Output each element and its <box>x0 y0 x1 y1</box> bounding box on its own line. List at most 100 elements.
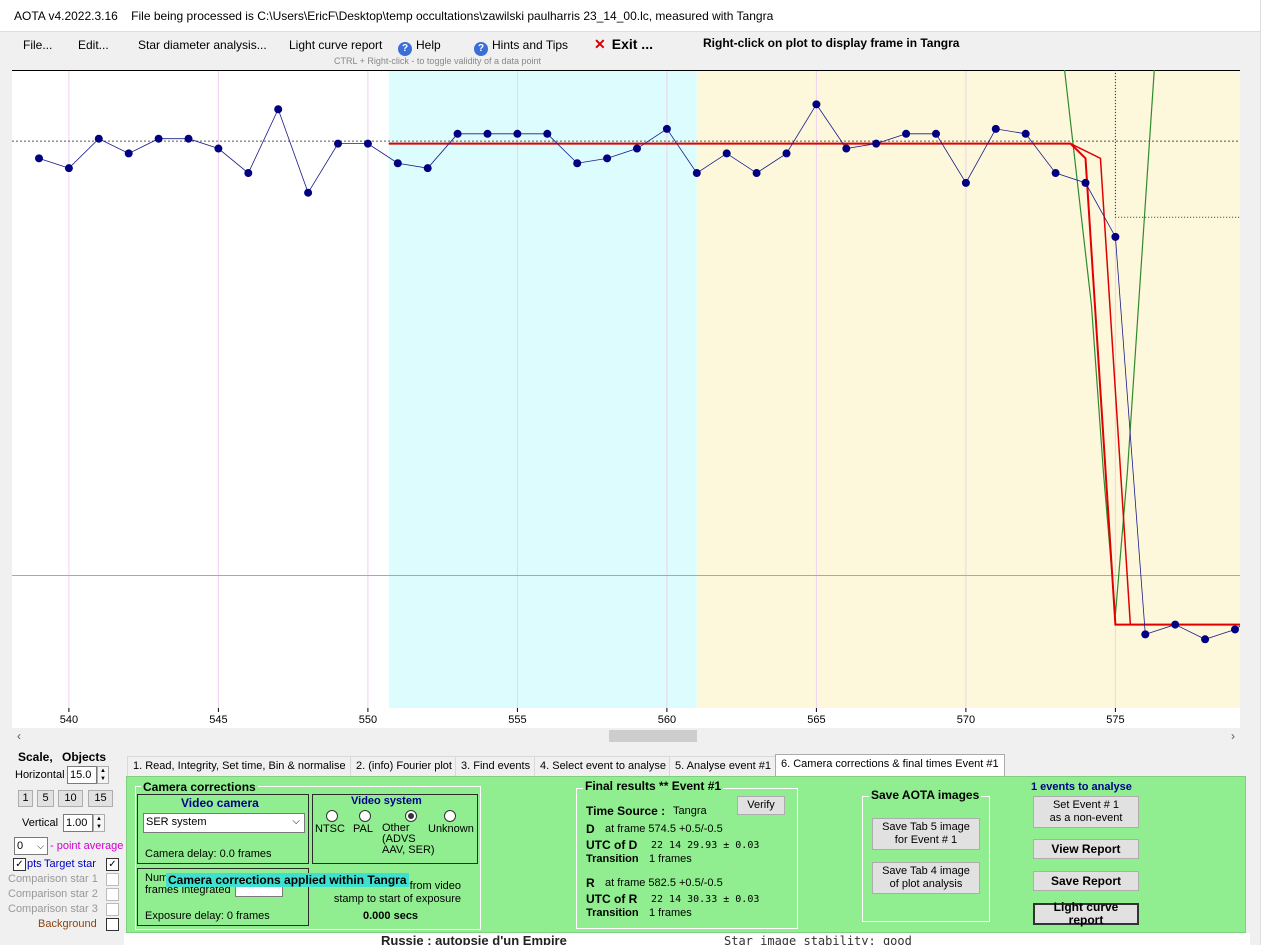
scale-preset-5[interactable]: 5 <box>37 790 54 807</box>
background-log-text: Star image stability: good <box>724 934 912 945</box>
ctrl-right-click-hint: CTRL + Right-click - to toggle validity … <box>334 56 542 66</box>
data-point <box>214 144 223 153</box>
d-label: D <box>586 822 595 836</box>
view-report-button[interactable]: View Report <box>1033 839 1139 859</box>
tab-fourier-plot[interactable]: 2. (info) Fourier plot <box>350 756 458 776</box>
camera-select[interactable]: SER system ⌵ <box>143 813 305 833</box>
hints-help-icon: ? <box>474 42 488 56</box>
chevron-down-icon: ⌵ <box>37 841 44 851</box>
scroll-thumb[interactable] <box>609 730 697 742</box>
data-point <box>692 169 701 178</box>
save-images-group <box>862 796 990 922</box>
menu-edit[interactable]: Edit... <box>78 38 109 52</box>
pts-checkbox[interactable]: ✓ <box>13 858 26 871</box>
time-source-value: Tangra <box>673 805 707 817</box>
target-star-checkbox[interactable]: ✓ <box>106 858 119 871</box>
vertical-scale-input[interactable]: 1.00 <box>63 814 93 832</box>
data-point <box>423 164 432 173</box>
tab-camera-corrections[interactable]: 6. Camera corrections & final times Even… <box>775 754 1005 776</box>
data-point <box>1201 635 1210 644</box>
scale-objects-panel: Scale, Objects Horizontal 15.0 ▲ ▼ 1 5 10… <box>0 748 124 938</box>
set-non-event-button[interactable]: Set Event # 1 as a non-event <box>1033 796 1139 828</box>
camera-delay-label: Camera delay: 0.0 frames <box>145 848 272 860</box>
x-tick-label: 575 <box>1106 714 1124 726</box>
data-point <box>662 124 671 133</box>
vertical-spinner[interactable]: ▲ ▼ <box>93 814 105 832</box>
utc-r-value: 22 14 30.33 ± 0.03 <box>651 894 760 905</box>
radio-ntsc[interactable] <box>326 810 338 822</box>
cyan-region <box>388 70 697 708</box>
data-point <box>304 188 313 197</box>
menu-exit[interactable]: ✕ Exit ... <box>594 36 653 53</box>
comparison-star-2-checkbox[interactable] <box>106 888 119 901</box>
data-point <box>961 178 970 187</box>
menu-star-diameter[interactable]: Star diameter analysis... <box>138 38 267 52</box>
scale-title: Scale, <box>18 750 53 764</box>
vertical-label: Vertical <box>22 817 59 829</box>
light-curve-report-button[interactable]: Light curve report <box>1033 901 1139 927</box>
menu-help[interactable]: ? Help <box>398 38 441 56</box>
x-tick-label: 545 <box>209 714 227 726</box>
video-system-group <box>312 794 478 864</box>
data-point <box>334 139 342 148</box>
tab-select-event[interactable]: 4. Select event to analyse <box>534 756 672 776</box>
save-tab5-image-button[interactable]: Save Tab 5 image for Event # 1 <box>872 818 980 850</box>
data-connect-line <box>38 103 1240 640</box>
video-system-title: Video system <box>351 795 422 807</box>
menu-file[interactable]: File... <box>23 38 53 52</box>
comparison-star-1-checkbox[interactable] <box>106 873 119 886</box>
data-point <box>752 169 761 178</box>
tab-analyse-event[interactable]: 5. Analyse event #1 <box>669 756 778 776</box>
data-point <box>872 139 881 148</box>
menu-light-curve-report[interactable]: Light curve report <box>289 38 383 52</box>
menu-hints[interactable]: ? Hints and Tips <box>474 38 568 56</box>
radio-unknown[interactable] <box>444 810 456 822</box>
background-checkbox[interactable] <box>106 918 119 931</box>
integration-group <box>137 868 309 926</box>
horizontal-scale-input[interactable]: 15.0 <box>67 766 97 784</box>
x-tick-label: 550 <box>359 714 377 726</box>
data-point <box>274 105 283 114</box>
plot-horizontal-scrollbar[interactable]: ‹ › <box>12 728 1240 744</box>
tab-find-events[interactable]: 3. Find events <box>455 756 537 776</box>
light-curve-chart[interactable]: 5405455505555605655705755805855905956006… <box>12 70 1240 728</box>
data-point <box>124 149 133 158</box>
point-average-select[interactable]: 0 ⌵ <box>14 837 48 855</box>
save-tab4-image-button[interactable]: Save Tab 4 image of plot analysis <box>872 862 980 894</box>
chevron-down-icon: ⌵ <box>292 816 300 827</box>
data-point <box>1141 630 1150 639</box>
camera-corrections-applied-banner: Camera corrections applied within Tangra <box>166 873 409 887</box>
right-click-hint: Right-click on plot to display frame in … <box>703 36 960 50</box>
title-bar: AOTA v4.2022.3.16 File being processed i… <box>0 0 1260 32</box>
data-point <box>184 134 193 143</box>
data-point <box>842 144 851 153</box>
data-point <box>1231 625 1239 634</box>
scroll-right-icon[interactable]: › <box>1231 729 1235 743</box>
comparison-star-3-checkbox[interactable] <box>106 903 119 916</box>
data-point <box>603 154 612 163</box>
window-right-edge <box>1260 0 1267 945</box>
radio-other[interactable] <box>405 810 417 822</box>
x-tick-label: 570 <box>957 714 975 726</box>
data-point <box>991 124 1000 133</box>
horizontal-spinner[interactable]: ▲ ▼ <box>97 766 109 784</box>
background-headline: Russie : autopsie d'un Empire <box>381 933 567 945</box>
time-source-label: Time Source : <box>586 804 666 818</box>
target-star-label: Target star <box>44 858 96 870</box>
scroll-left-icon[interactable]: ‹ <box>17 729 21 743</box>
camera-corrections-group <box>135 786 481 930</box>
light-curve-plot[interactable]: 5405455505555605655705755805855905956006… <box>12 70 1240 728</box>
camera-select-value: SER system <box>146 816 207 828</box>
data-point <box>543 129 552 138</box>
radio-pal[interactable] <box>359 810 371 822</box>
point-average-value: 0 <box>17 840 24 852</box>
verify-button[interactable]: Verify <box>737 796 785 815</box>
tab-read-integrity[interactable]: 1. Read, Integrity, Set time, Bin & norm… <box>127 756 352 776</box>
yellow-region <box>696 70 1240 708</box>
scale-preset-1[interactable]: 1 <box>18 790 33 807</box>
exposure-from-video-label: from video stamp to start of exposure <box>333 880 461 905</box>
horizontal-label: Horizontal <box>15 769 65 781</box>
scale-preset-10[interactable]: 10 <box>58 790 83 807</box>
save-report-button[interactable]: Save Report <box>1033 871 1139 891</box>
scale-preset-15[interactable]: 15 <box>88 790 113 807</box>
